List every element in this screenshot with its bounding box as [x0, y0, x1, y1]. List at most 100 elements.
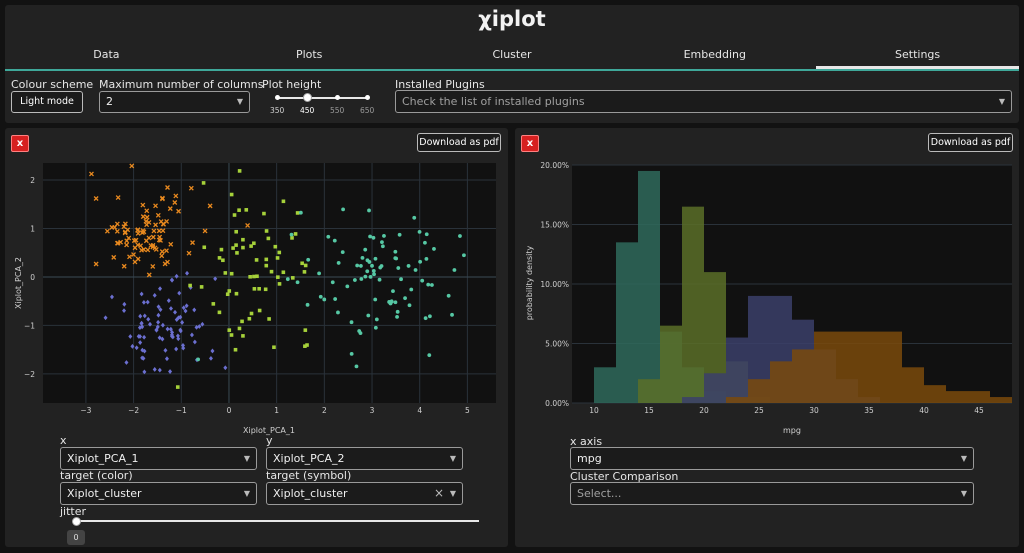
histogram-bar — [594, 367, 616, 403]
histogram-bar — [902, 367, 924, 403]
scatter-point — [350, 352, 354, 356]
light-mode-button[interactable]: Light mode — [11, 91, 83, 113]
plugins-placeholder: Check the list of installed plugins — [402, 95, 585, 108]
slider-track — [73, 520, 479, 522]
scatter-point — [458, 234, 462, 238]
scatter-point — [188, 284, 192, 288]
histogram-bar — [946, 391, 968, 403]
scatter-point — [278, 282, 282, 286]
scatter-point — [252, 241, 256, 245]
scatter-point — [350, 320, 354, 324]
histogram-panel: x Download as pdf 20.00% 15.00% 10.00% 5.00… — [515, 128, 1019, 547]
scatter-point — [200, 285, 204, 289]
close-plot-button[interactable]: x — [11, 135, 29, 152]
tab-plots[interactable]: Plots — [208, 41, 411, 69]
scatter-point — [353, 278, 357, 282]
target-color-select[interactable]: Xiplot_cluster ▼ — [60, 482, 257, 505]
histogram-bar — [990, 397, 1012, 403]
scatter-point — [361, 256, 365, 260]
slider-handle[interactable] — [303, 93, 312, 102]
y-tick-label: 5.00% — [545, 340, 569, 349]
scatter-point — [374, 326, 378, 330]
plot-height-slider[interactable] — [276, 91, 371, 113]
scatter-point — [274, 245, 278, 249]
histogram-bar — [682, 397, 704, 403]
scatter-point — [374, 257, 378, 261]
scatter-point — [262, 212, 266, 216]
clear-icon[interactable]: × — [434, 483, 444, 504]
x-tick-label: 20 — [699, 406, 709, 415]
scatter-point — [370, 264, 374, 268]
scatter-point — [296, 280, 300, 284]
scatter-point — [355, 264, 359, 268]
histogram-plot[interactable]: 20.00% 15.00% 10.00% 5.00% 0.00% 10 15 20 25 30 35… — [515, 153, 1019, 443]
scatter-point — [391, 289, 395, 293]
app-title: χiplot — [5, 7, 1019, 31]
target-color-label: target (color) — [60, 469, 133, 482]
y-tick-label: −2 — [24, 370, 35, 379]
histogram-bar — [880, 332, 902, 403]
scatter-point — [234, 230, 238, 234]
scatter-point — [381, 244, 385, 248]
cluster-comparison-select[interactable]: Select... ▼ — [570, 482, 974, 505]
target-symbol-select[interactable]: Xiplot_cluster × ▼ — [266, 482, 463, 505]
scatter-point — [398, 233, 402, 237]
y-tick-label: 20.00% — [540, 161, 569, 170]
scatter-point — [255, 258, 259, 262]
scatter-point — [322, 298, 326, 302]
scatter-plot[interactable]: −3 −2 −1 0 1 2 3 4 5 2 1 0 −1 −2 Xiplot_PCA_1 Xiplot_… — [5, 153, 508, 443]
max-columns-value: 2 — [106, 95, 113, 108]
tab-data[interactable]: Data — [5, 41, 208, 69]
scatter-point — [286, 277, 290, 281]
histogram-bar — [726, 397, 748, 403]
scatter-point — [202, 245, 206, 249]
tab-cluster[interactable]: Cluster — [411, 41, 614, 69]
slider-mark-dot — [335, 95, 340, 100]
scatter-point — [240, 320, 244, 324]
x-label: x — [60, 434, 67, 447]
max-columns-select[interactable]: 2 ▼ — [99, 91, 250, 113]
chevron-down-icon: ▼ — [450, 448, 456, 469]
histogram-bar — [770, 361, 792, 403]
x-tick-label: −2 — [128, 406, 139, 415]
cluster-comparison-placeholder: Select... — [577, 487, 621, 500]
x-axis-label: mpg — [783, 426, 801, 435]
slider-mark-650: 650 — [360, 106, 374, 115]
x-axis-select[interactable]: mpg ▼ — [570, 447, 974, 470]
histogram-bar — [638, 379, 660, 403]
y-select[interactable]: Xiplot_PCA_2 ▼ — [266, 447, 463, 470]
scatter-point — [373, 298, 377, 302]
scatter-point — [372, 272, 376, 276]
scatter-point — [317, 271, 321, 275]
scatter-point — [432, 247, 436, 251]
slider-mark-350: 350 — [270, 106, 284, 115]
jitter-slider[interactable] — [73, 517, 481, 527]
close-plot-button[interactable]: x — [521, 135, 539, 152]
plugins-select[interactable]: Check the list of installed plugins ▼ — [395, 90, 1012, 113]
x-tick-label: 2 — [322, 406, 327, 415]
scatter-point — [305, 343, 309, 347]
scatter-point — [399, 277, 403, 281]
scatter-point — [363, 275, 367, 279]
scatter-point — [270, 270, 274, 274]
download-pdf-button[interactable]: Download as pdf — [928, 133, 1013, 152]
download-pdf-button[interactable]: Download as pdf — [417, 133, 501, 152]
chevron-down-icon: ▼ — [961, 448, 967, 469]
scatter-point — [430, 283, 434, 287]
histogram-bar — [726, 338, 748, 403]
scatter-point — [267, 317, 271, 321]
slider-handle[interactable] — [72, 517, 81, 526]
tab-embedding[interactable]: Embedding — [613, 41, 816, 69]
colour-scheme-label: Colour scheme — [11, 78, 93, 91]
tab-bar: Data Plots Cluster Embedding Settings — [5, 41, 1019, 71]
slider-track — [276, 97, 368, 99]
scatter-point — [378, 278, 382, 282]
tab-settings[interactable]: Settings — [816, 41, 1019, 69]
scatter-point — [234, 243, 238, 247]
scatter-point — [290, 236, 294, 240]
x-select[interactable]: Xiplot_PCA_1 ▼ — [60, 447, 257, 470]
y-tick-label: 2 — [30, 176, 35, 185]
histogram-bar — [792, 349, 814, 403]
scatter-point — [196, 358, 200, 362]
scatter-point — [244, 208, 248, 212]
